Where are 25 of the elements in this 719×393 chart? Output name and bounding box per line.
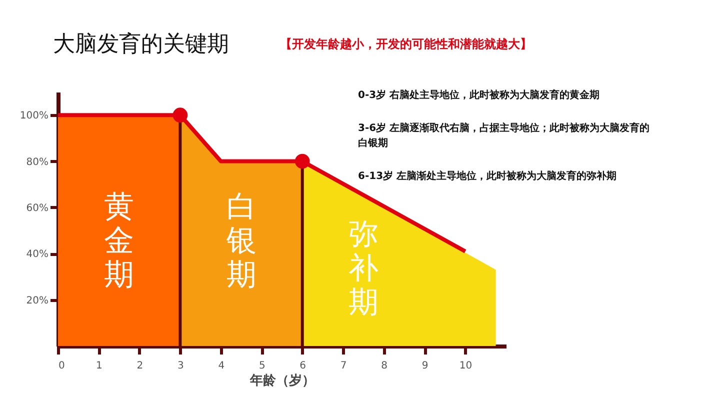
series-label: 黄金期 [104,189,134,292]
x-tick-label: 7 [340,360,347,372]
chart-title: 大脑发育的关键期 [53,31,229,57]
x-tick-label: 3 [177,360,184,372]
y-tick-label: 100% [20,110,48,122]
annotation: 3-6岁 左脑逐渐取代右脑，占据主导地位；此时被称为大脑发育的白银期 [358,122,650,149]
annotation: 0-3岁 右脑处主导地位，此时被称为大脑发育的黄金期 [358,89,600,101]
series-label: 白银期 [225,189,256,292]
x-tick-label: 6 [300,360,306,372]
x-tick-label: 9 [422,360,428,372]
x-tick-label: 10 [459,360,472,372]
x-tick-label: 5 [258,360,266,372]
y-tick-label: 80% [26,156,48,168]
x-axis-title: 年龄（岁） [249,374,315,388]
annotation: 6-13岁 左脑渐处主导地位，此时被称为大脑发育的弥补期 [358,170,617,182]
x-tick-label: 2 [136,360,144,372]
y-tick-label: 40% [26,249,48,260]
x-tick-label: 1 [96,360,102,372]
chart-subtitle: 【开发年龄越小，开发的可能性和潜能就越大】 [280,37,532,51]
x-tick-label: 4 [218,360,225,372]
x-tick-label: 0 [58,360,65,372]
series-label: 弥补期 [348,217,378,320]
y-tick-label: 60% [26,202,48,214]
y-tick-label: 20% [26,295,48,306]
x-tick-label: 8 [381,360,388,372]
